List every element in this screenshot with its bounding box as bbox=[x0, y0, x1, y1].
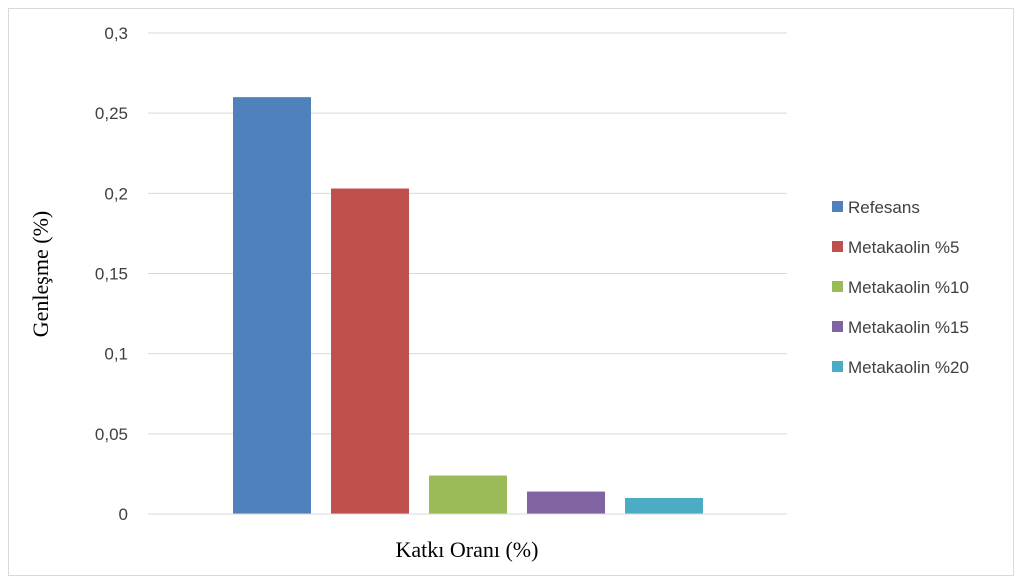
y-tick-label: 0,3 bbox=[104, 24, 128, 43]
y-tick-label: 0,25 bbox=[95, 104, 128, 123]
legend-swatch bbox=[832, 321, 843, 332]
legend-label: Metakaolin %5 bbox=[848, 238, 960, 257]
chart-frame bbox=[8, 8, 1014, 576]
legend-label: Refesans bbox=[848, 198, 920, 217]
y-tick-label: 0,15 bbox=[95, 265, 128, 284]
legend-label: Metakaolin %20 bbox=[848, 358, 969, 377]
y-axis-ticks: 0 0,05 0,1 0,15 0,2 0,25 0,3 bbox=[95, 24, 128, 524]
legend: Refesans Metakaolin %5 Metakaolin %10 Metak… bbox=[832, 198, 969, 377]
bars bbox=[233, 97, 703, 515]
legend-swatch bbox=[832, 201, 843, 212]
y-tick-label: 0,05 bbox=[95, 425, 128, 444]
bar-metakaolin-10 bbox=[429, 475, 507, 514]
legend-swatch bbox=[832, 241, 843, 252]
y-tick-label: 0,1 bbox=[104, 345, 128, 364]
y-tick-label: 0 bbox=[119, 505, 128, 524]
bar-refesans bbox=[233, 97, 311, 514]
x-axis-title: Katkı Oranı (%) bbox=[396, 537, 539, 562]
bar-metakaolin-5 bbox=[331, 188, 409, 515]
legend-label: Metakaolin %10 bbox=[848, 278, 969, 297]
y-tick-label: 0,2 bbox=[104, 184, 128, 203]
y-axis-title: Genleşme (%) bbox=[28, 211, 53, 337]
bar-metakaolin-15 bbox=[527, 491, 605, 514]
legend-swatch bbox=[832, 361, 843, 372]
legend-label: Metakaolin %15 bbox=[848, 318, 969, 337]
legend-swatch bbox=[832, 281, 843, 292]
bar-metakaolin-20 bbox=[625, 497, 703, 514]
